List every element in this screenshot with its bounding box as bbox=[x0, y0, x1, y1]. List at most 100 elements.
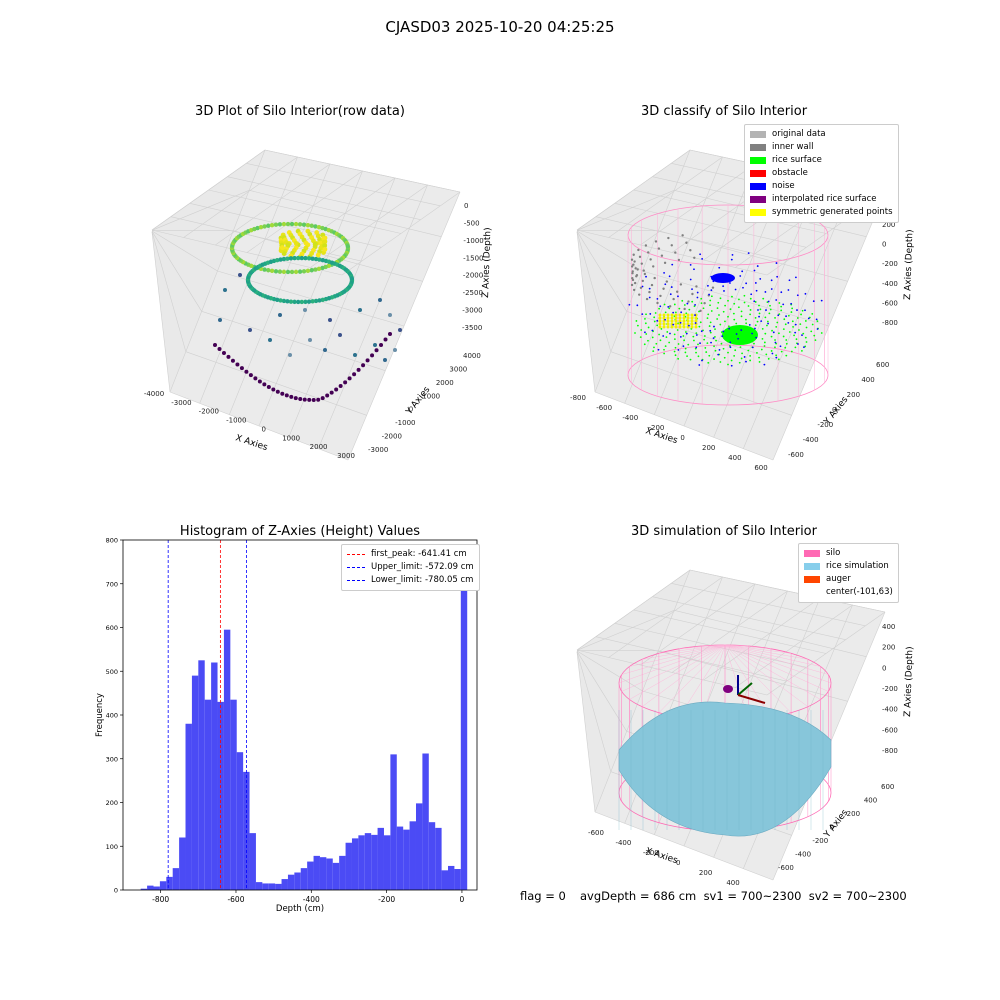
data-point bbox=[320, 297, 325, 302]
data-point bbox=[292, 299, 297, 305]
histogram-y-tick-label: 400 bbox=[106, 712, 118, 720]
tick-label: 400 bbox=[726, 879, 739, 885]
rice-simulation-surface bbox=[618, 701, 832, 837]
data-point bbox=[695, 332, 698, 335]
data-point bbox=[782, 335, 785, 338]
data-point bbox=[672, 297, 675, 301]
data-point bbox=[636, 268, 639, 271]
data-point bbox=[749, 359, 752, 362]
data-point bbox=[820, 299, 823, 302]
data-point bbox=[383, 337, 388, 342]
data-point bbox=[787, 289, 790, 291]
panel1-y-ticks: -3000 -2000 -1000 0 1000 2000 3000 4000 bbox=[368, 352, 481, 454]
data-point bbox=[299, 255, 305, 261]
histogram-bar bbox=[364, 833, 372, 890]
data-point bbox=[379, 342, 384, 347]
data-point bbox=[248, 328, 252, 332]
data-point bbox=[766, 320, 769, 323]
tick-label: -1500 bbox=[463, 254, 483, 262]
grid-line bbox=[151, 190, 250, 231]
data-point bbox=[811, 312, 814, 315]
data-point bbox=[700, 302, 703, 305]
data-point bbox=[285, 269, 291, 275]
data-point bbox=[804, 320, 807, 322]
data-point bbox=[694, 325, 698, 329]
panel2-points bbox=[627, 204, 829, 406]
data-point bbox=[660, 328, 663, 330]
data-point bbox=[689, 278, 692, 281]
data-point bbox=[338, 333, 342, 337]
data-point bbox=[650, 283, 654, 287]
data-point bbox=[631, 272, 634, 275]
silo-roof-line bbox=[701, 644, 726, 647]
data-point bbox=[770, 335, 773, 338]
data-point bbox=[719, 297, 722, 300]
data-point bbox=[795, 338, 798, 341]
data-point bbox=[811, 323, 814, 326]
data-point bbox=[221, 350, 226, 355]
data-point bbox=[764, 332, 767, 335]
histogram-y-tick-label: 100 bbox=[106, 843, 118, 851]
data-point bbox=[777, 314, 780, 317]
legend-swatch bbox=[750, 131, 766, 138]
data-point bbox=[757, 309, 759, 311]
legend-entry: Upper_limit: -572.09 cm bbox=[347, 561, 474, 574]
histogram-bar bbox=[332, 862, 340, 890]
data-point bbox=[303, 255, 308, 261]
data-point bbox=[814, 339, 817, 342]
data-point bbox=[253, 376, 258, 381]
legend-label: center(-101,63) bbox=[826, 587, 893, 597]
data-point bbox=[320, 396, 325, 401]
data-point bbox=[741, 270, 744, 273]
data-point bbox=[733, 354, 736, 357]
legend-swatch bbox=[804, 589, 820, 596]
tick-label: 1000 bbox=[422, 392, 440, 400]
data-point bbox=[338, 384, 343, 389]
histogram-y-tick-label: 0 bbox=[114, 887, 118, 895]
data-point bbox=[800, 313, 802, 316]
data-point bbox=[700, 297, 703, 300]
data-point bbox=[780, 350, 783, 353]
data-point bbox=[668, 275, 671, 278]
data-point bbox=[694, 322, 697, 324]
data-point bbox=[691, 292, 694, 296]
data-point bbox=[666, 331, 669, 333]
data-point bbox=[711, 286, 715, 289]
data-point bbox=[682, 319, 686, 323]
silo-roof-line bbox=[629, 644, 726, 700]
data-point bbox=[652, 350, 655, 353]
data-point bbox=[696, 296, 699, 299]
data-point bbox=[217, 346, 222, 351]
data-point bbox=[663, 271, 665, 274]
data-point bbox=[311, 397, 316, 402]
data-point bbox=[275, 258, 280, 263]
histogram-bar bbox=[166, 876, 173, 890]
data-point bbox=[634, 267, 637, 270]
data-point bbox=[758, 315, 760, 318]
legend-label: original data bbox=[772, 129, 826, 139]
data-point bbox=[347, 376, 352, 381]
legend-entry: silo bbox=[804, 547, 893, 560]
histogram-bar bbox=[147, 885, 154, 890]
tick-label: 3000 bbox=[337, 452, 355, 460]
silo-roof-line bbox=[724, 644, 772, 649]
data-point bbox=[288, 256, 294, 261]
data-point bbox=[735, 322, 738, 325]
data-point bbox=[756, 320, 759, 323]
grid-line bbox=[576, 651, 612, 772]
legend-entry: symmetric generated points bbox=[750, 206, 893, 219]
grid-line bbox=[743, 184, 853, 449]
data-point bbox=[699, 309, 702, 313]
data-point bbox=[673, 303, 676, 306]
histogram-bar bbox=[383, 835, 391, 890]
data-point bbox=[269, 222, 275, 228]
data-point bbox=[679, 283, 683, 286]
data-point bbox=[794, 346, 797, 349]
data-point bbox=[664, 345, 667, 347]
data-point bbox=[696, 291, 699, 294]
tick-label: -1000 bbox=[395, 419, 415, 427]
histogram-bar bbox=[172, 868, 180, 890]
histogram-bar bbox=[454, 869, 461, 890]
histogram-bar bbox=[185, 723, 192, 890]
legend-swatch bbox=[347, 580, 365, 581]
